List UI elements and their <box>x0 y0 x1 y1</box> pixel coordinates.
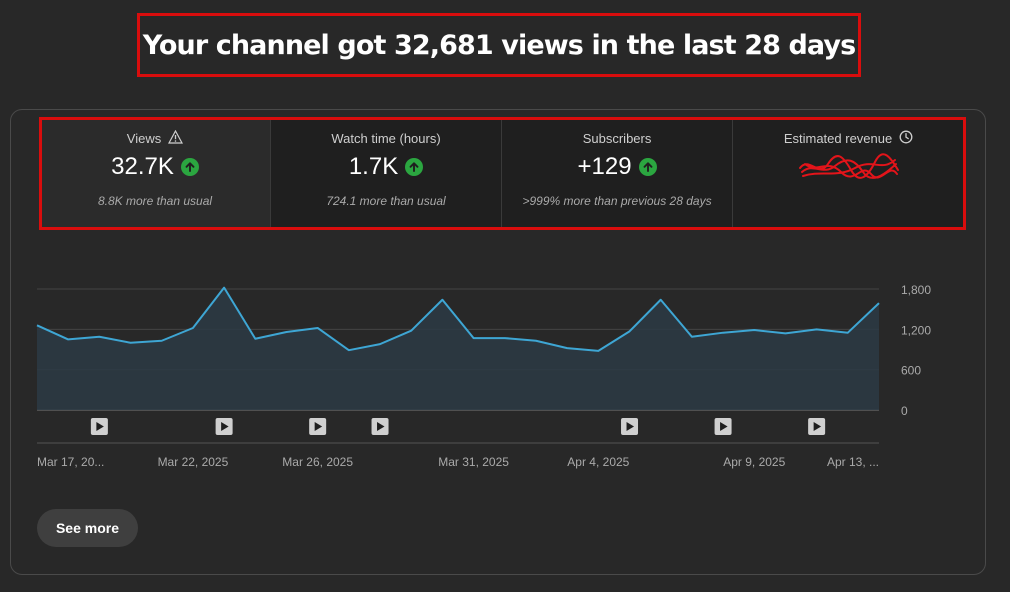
metrics-row: Views 32.7K 8.8K more than usual Watch t… <box>40 117 964 228</box>
metric-label: Subscribers <box>582 130 652 146</box>
clock-icon <box>899 130 913 147</box>
video-marker-play-icon[interactable] <box>714 418 732 435</box>
analytics-card: Views 32.7K 8.8K more than usual Watch t… <box>10 109 986 575</box>
warning-icon <box>168 129 184 147</box>
metric-comparison-note: 724.1 more than usual <box>326 194 446 208</box>
metric-watch-time-tab[interactable]: Watch time (hours) 1.7K 724.1 more than … <box>271 117 503 228</box>
video-marker-play-icon[interactable] <box>808 418 826 435</box>
metric-views-tab[interactable]: Views 32.7K 8.8K more than usual <box>40 117 272 228</box>
arrow-up-icon <box>180 158 199 176</box>
video-marker-play-icon[interactable] <box>90 418 108 435</box>
headline-highlight: Your channel got 32,681 views in the las… <box>137 13 861 77</box>
redacted-revenue-value <box>797 152 901 182</box>
metric-label: Views <box>126 130 162 146</box>
metric-value: 1.7K <box>348 153 399 180</box>
metric-comparison-note: >999% more than previous 28 days <box>522 194 712 208</box>
video-marker-play-icon[interactable] <box>215 418 233 435</box>
arrow-up-icon <box>405 158 424 176</box>
redaction-scribble <box>798 153 899 179</box>
video-marker-play-icon[interactable] <box>621 418 639 435</box>
metric-revenue-tab[interactable]: Estimated revenue <box>733 117 964 228</box>
video-marker-play-icon[interactable] <box>309 418 327 435</box>
metric-value: 32.7K <box>111 153 174 180</box>
metric-label: Watch time (hours) <box>331 130 441 146</box>
arrow-up-icon <box>638 158 657 176</box>
metric-subscribers-tab[interactable]: Subscribers +129 >999% more than previou… <box>502 117 734 228</box>
metric-label: Estimated revenue <box>783 130 893 146</box>
metric-comparison-note: 8.8K more than usual <box>97 194 213 208</box>
metric-value: +129 <box>577 153 632 180</box>
see-more-button[interactable]: See more <box>37 509 138 547</box>
page-headline: Your channel got 32,681 views in the las… <box>142 29 857 61</box>
video-marker-play-icon[interactable] <box>371 418 389 435</box>
